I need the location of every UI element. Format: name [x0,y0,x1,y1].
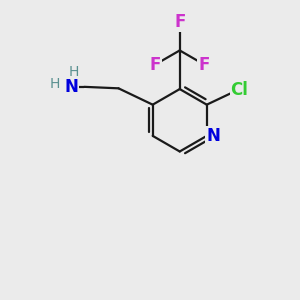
Text: H: H [69,65,79,79]
Text: H: H [50,77,60,91]
Text: F: F [199,56,210,74]
Text: N: N [206,127,220,145]
Text: F: F [150,56,161,74]
Text: N: N [64,78,78,96]
Text: F: F [174,13,185,31]
Text: Cl: Cl [230,81,248,99]
